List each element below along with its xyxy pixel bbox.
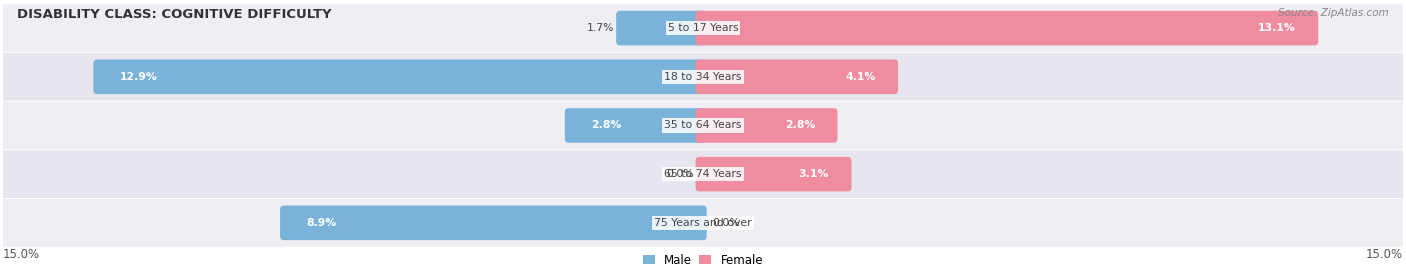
FancyBboxPatch shape [696,108,838,143]
Text: 4.1%: 4.1% [845,72,876,82]
FancyBboxPatch shape [1,4,1405,52]
FancyBboxPatch shape [696,157,852,191]
Text: Source: ZipAtlas.com: Source: ZipAtlas.com [1278,8,1389,18]
Text: 0.0%: 0.0% [666,169,693,179]
Text: 5 to 17 Years: 5 to 17 Years [668,23,738,33]
Text: DISABILITY CLASS: COGNITIVE DIFFICULTY: DISABILITY CLASS: COGNITIVE DIFFICULTY [17,8,332,21]
FancyBboxPatch shape [616,11,707,45]
Text: 12.9%: 12.9% [120,72,157,82]
Text: 65 to 74 Years: 65 to 74 Years [664,169,742,179]
Text: 2.8%: 2.8% [591,120,621,130]
Text: 1.7%: 1.7% [586,23,614,33]
FancyBboxPatch shape [1,199,1405,247]
FancyBboxPatch shape [93,59,707,94]
FancyBboxPatch shape [696,11,1319,45]
Text: 15.0%: 15.0% [3,248,39,261]
FancyBboxPatch shape [696,59,898,94]
FancyBboxPatch shape [280,205,707,240]
FancyBboxPatch shape [1,53,1405,101]
FancyBboxPatch shape [565,108,707,143]
FancyBboxPatch shape [1,102,1405,149]
Text: 13.1%: 13.1% [1258,23,1296,33]
Text: 3.1%: 3.1% [799,169,830,179]
Text: 18 to 34 Years: 18 to 34 Years [664,72,742,82]
Text: 35 to 64 Years: 35 to 64 Years [664,120,742,130]
Text: 0.0%: 0.0% [713,218,740,228]
FancyBboxPatch shape [1,150,1405,198]
Text: 75 Years and over: 75 Years and over [654,218,752,228]
Text: 8.9%: 8.9% [307,218,336,228]
Legend: Male, Female: Male, Female [638,249,768,270]
Text: 15.0%: 15.0% [1367,248,1403,261]
Text: 2.8%: 2.8% [785,120,815,130]
